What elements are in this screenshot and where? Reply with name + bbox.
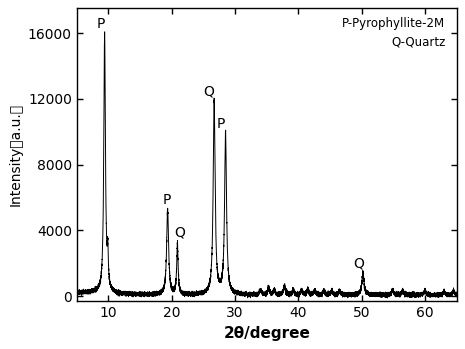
- Text: P: P: [97, 17, 105, 31]
- Y-axis label: Intensity（a.u.）: Intensity（a.u.）: [8, 103, 22, 206]
- Text: Q: Q: [204, 84, 214, 98]
- Text: P: P: [217, 117, 226, 131]
- X-axis label: 2θ/degree: 2θ/degree: [223, 326, 310, 341]
- Text: Q: Q: [174, 225, 185, 239]
- Text: Q: Q: [353, 257, 364, 271]
- Text: P: P: [163, 193, 172, 207]
- Text: P-Pyrophyllite-2M
Q-Quartz: P-Pyrophyllite-2M Q-Quartz: [342, 17, 445, 48]
